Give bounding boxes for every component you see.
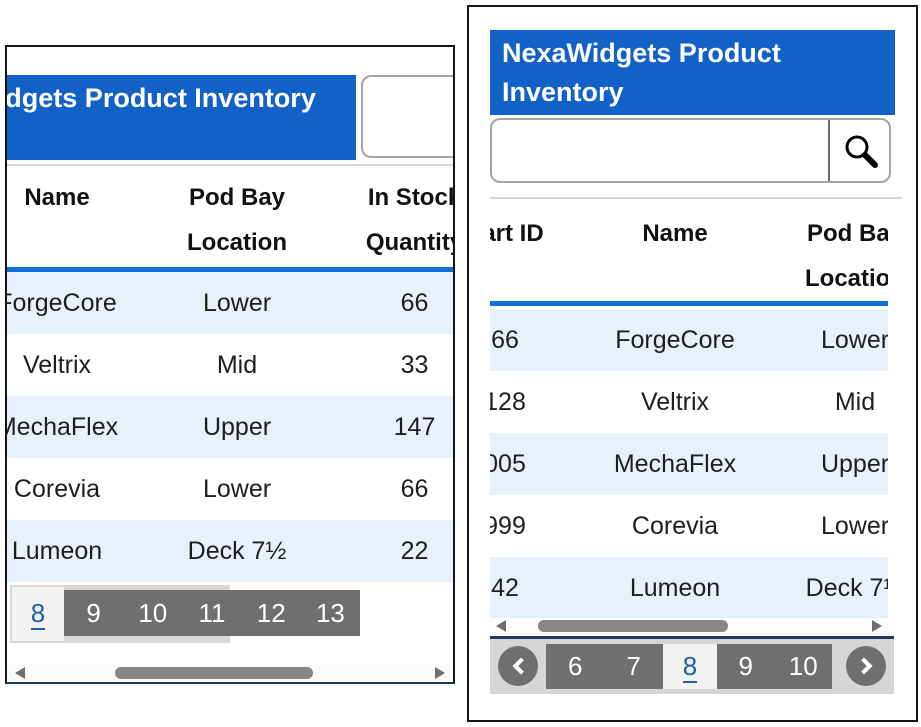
- cell-pod-bay: Upper: [202, 413, 272, 441]
- cell-part-id: 66: [491, 326, 519, 354]
- cell-name: ForgeCore: [615, 326, 735, 354]
- column-header-part-id: Part ID: [490, 220, 544, 247]
- cell-qty: 147: [393, 413, 436, 441]
- column-header-name: Name: [642, 220, 708, 247]
- table-row: 005 MechaFlex Upper 147: [490, 433, 888, 495]
- cell-qty: 22: [400, 537, 429, 565]
- table-row: Corevia Lower 66: [7, 458, 453, 520]
- cell-qty: 33: [400, 351, 429, 379]
- pagination-pages: 9 10 11 12 13: [64, 590, 360, 636]
- pagination-pages: 9 10: [717, 644, 832, 689]
- table-scroll-viewport[interactable]: Part ID Name Pod Bay Location In Stock Q…: [490, 203, 888, 631]
- table-row: ForgeCore Lower 66: [5, 272, 453, 334]
- table-row: Veltrix Mid 33: [7, 334, 453, 396]
- right-window: NexaWidgets Product Inventory Part ID Na…: [467, 5, 918, 722]
- header-underline-rule: [7, 267, 453, 272]
- cell-pod-bay: Deck 7½: [805, 574, 888, 602]
- page-button[interactable]: 9: [86, 597, 101, 628]
- cell-pod-bay: Mid: [834, 388, 876, 416]
- left-window: NexaWidgets Product Inventory Name Pod B…: [5, 45, 455, 684]
- column-header-pod-bay-location: Pod Bay Location: [187, 184, 287, 256]
- left-window-scrolled-content: NexaWidgets Product Inventory Name Pod B…: [5, 47, 455, 682]
- cell-name: Veltrix: [22, 351, 92, 379]
- column-header-in-stock-quantity: In Stock Quantity: [365, 184, 455, 256]
- column-header-name: Name: [24, 184, 90, 211]
- table-scrolled-content: Part ID Name Pod Bay Location In Stock Q…: [490, 203, 888, 631]
- cell-name: Lumeon: [629, 574, 721, 602]
- cell-qty: 66: [400, 475, 429, 503]
- scrollbar-thumb[interactable]: [115, 667, 313, 679]
- previous-page-button[interactable]: [498, 646, 538, 686]
- table-row: Lumeon Deck 7½ 22: [7, 520, 453, 582]
- cell-pod-bay: Upper: [820, 450, 888, 478]
- page-title: NexaWidgets Product Inventory: [490, 30, 895, 115]
- pager-top-border: [490, 636, 894, 639]
- page-button[interactable]: 10: [788, 651, 818, 681]
- header-underline-rule: [490, 301, 888, 306]
- search-icon: [845, 135, 878, 168]
- cell-part-id: 128: [490, 388, 526, 416]
- column-header-pod-bay-location: Pod Bay Location: [805, 220, 888, 292]
- table-row: 999 Corevia Lower 66: [490, 495, 888, 557]
- pagination-bar: 6 7 8 9 10: [490, 639, 894, 694]
- search-box: [490, 118, 891, 183]
- search-input[interactable]: [492, 120, 825, 181]
- page-button[interactable]: 11: [198, 597, 226, 628]
- table-row: 128 Veltrix Mid 33: [490, 371, 888, 433]
- cell-name: MechaFlex: [5, 413, 119, 441]
- page-button[interactable]: 13: [315, 597, 345, 628]
- cell-name: Veltrix: [640, 388, 710, 416]
- cell-pod-bay: Lower: [202, 289, 272, 317]
- chevron-left-icon: [512, 657, 529, 675]
- page-button[interactable]: 7: [626, 651, 641, 681]
- table-row: MechaFlex Upper 147: [5, 396, 453, 458]
- cell-name: Corevia: [631, 512, 719, 540]
- divider: [490, 197, 902, 199]
- next-page-button[interactable]: [846, 646, 886, 686]
- current-page-button[interactable]: 8: [12, 587, 64, 641]
- search-button[interactable]: [830, 120, 891, 181]
- cell-pod-bay: Mid: [216, 351, 258, 379]
- page-button[interactable]: 10: [138, 597, 168, 628]
- search-box: [361, 75, 453, 158]
- table-horizontal-scrollbar[interactable]: [490, 618, 888, 634]
- cell-pod-bay: Lower: [820, 326, 888, 354]
- cell-pod-bay: Lower: [202, 475, 272, 503]
- cell-part-id: 42: [491, 574, 519, 602]
- page-button[interactable]: 9: [738, 651, 753, 681]
- cell-qty: 66: [400, 289, 429, 317]
- horizontal-scrollbar[interactable]: [7, 664, 453, 682]
- cell-name: Corevia: [13, 475, 101, 503]
- scroll-right-icon[interactable]: [872, 620, 882, 632]
- scroll-left-icon[interactable]: [15, 667, 25, 679]
- cell-name: ForgeCore: [5, 289, 117, 317]
- cell-part-id: 005: [490, 450, 526, 478]
- cell-part-id: 999: [490, 512, 526, 540]
- cell-name: MechaFlex: [613, 450, 737, 478]
- table-row: 66 ForgeCore Lower 66: [490, 309, 888, 371]
- table-row: 42 Lumeon Deck 7½ 22: [490, 557, 888, 619]
- page-title: NexaWidgets Product Inventory: [7, 75, 356, 160]
- divider: [7, 164, 453, 166]
- cell-pod-bay: Lower: [820, 512, 888, 540]
- search-divider: [828, 120, 830, 181]
- scrollbar-thumb[interactable]: [538, 620, 728, 632]
- chevron-right-icon: [855, 657, 872, 675]
- cell-pod-bay: Deck 7½: [187, 537, 287, 565]
- scroll-right-icon[interactable]: [435, 667, 445, 679]
- scroll-left-icon[interactable]: [496, 620, 506, 632]
- search-input[interactable]: [363, 77, 453, 156]
- cell-name: Lumeon: [11, 537, 103, 565]
- page-button[interactable]: 12: [256, 597, 286, 628]
- page-button[interactable]: 6: [568, 651, 583, 681]
- pagination-pages: 6 7: [546, 644, 663, 689]
- current-page-button[interactable]: 8: [663, 644, 717, 689]
